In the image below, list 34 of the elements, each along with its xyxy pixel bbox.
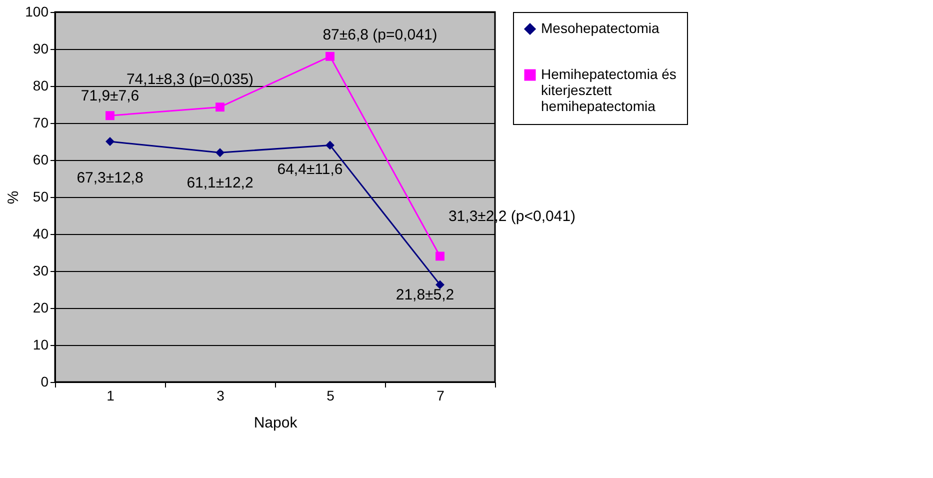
y-tick-label: 70 [32, 114, 49, 130]
y-tick-label: 10 [32, 336, 49, 352]
annotation: 21,8±5,2 [396, 286, 454, 304]
point [216, 102, 224, 112]
y-tick-label: 30 [32, 262, 49, 278]
annotation: 64,4±11,6 [277, 161, 343, 178]
y-tick-label: 40 [32, 226, 49, 242]
annotation: 74,1±8,3 (p=0,035) [126, 71, 254, 88]
y-tick-label: 50 [32, 188, 49, 204]
y-tick-label: 0 [40, 374, 49, 390]
annotation: 87±6,8 (p=0,041) [322, 26, 438, 44]
y-tick-label: 100 [25, 4, 49, 20]
y-tick-label: 90 [32, 40, 49, 56]
x-tick-label: 1 [106, 388, 115, 404]
x-tick-label: 5 [326, 388, 335, 404]
point [106, 137, 114, 146]
point [436, 280, 444, 290]
legend-label: Hemihepatectomia és kiterjesztett hemihepatectomia [541, 66, 676, 114]
y-tick-label: 20 [32, 300, 49, 316]
point [216, 148, 224, 158]
point [106, 111, 114, 120]
y-tick-label: 80 [32, 78, 49, 94]
annotation: 61,1±12,2 [186, 174, 254, 192]
point [326, 140, 334, 150]
x-tick-label: 7 [436, 388, 445, 404]
x-tick-label: 3 [216, 388, 225, 404]
legend-label: Mesohepatectomia [541, 20, 660, 36]
annotation: 71,9±7,6 [80, 88, 140, 105]
point [326, 52, 334, 61]
y-tick-label: 60 [32, 152, 49, 168]
point [436, 252, 444, 261]
y-axis-title: % [5, 190, 22, 204]
annotation: 67,3±12,8 [76, 170, 144, 186]
x-axis-title: Napok [254, 414, 298, 432]
